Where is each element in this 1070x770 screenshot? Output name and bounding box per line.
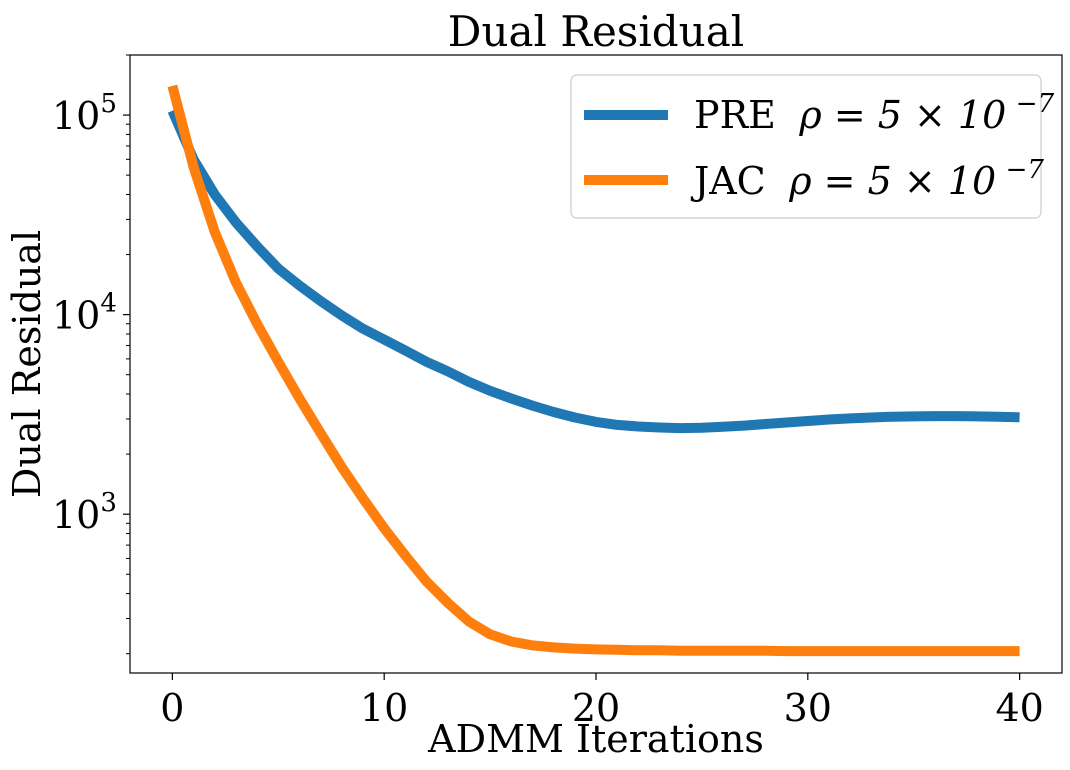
legend-entry-pre: PRE ρ = 5 × 10 −7 bbox=[694, 89, 1055, 137]
x-axis: 0 10 20 30 40 bbox=[160, 673, 1044, 730]
legend-exp-jac: −7 bbox=[1006, 155, 1045, 185]
x-tick-label: 0 bbox=[160, 686, 184, 730]
y-axis: 103 104 105 bbox=[52, 54, 130, 655]
x-tick-label: 40 bbox=[995, 686, 1043, 730]
x-tick-label: 20 bbox=[572, 686, 620, 730]
chart-title: Dual Residual bbox=[448, 7, 744, 56]
y-tick-label: 105 bbox=[52, 89, 117, 138]
y-tick-label: 103 bbox=[52, 488, 117, 537]
legend-math-pre: ρ = 5 × 10 bbox=[798, 93, 1006, 137]
legend-label-jac: JAC bbox=[690, 159, 766, 203]
legend-entry-jac: JAC ρ = 5 × 10 −7 bbox=[690, 155, 1044, 203]
series-layer bbox=[167, 84, 1020, 657]
x-tick-label: 10 bbox=[360, 686, 408, 730]
legend-math-jac: ρ = 5 × 10 bbox=[788, 159, 996, 203]
series-line-jac bbox=[167, 84, 1020, 657]
legend: PRE ρ = 5 × 10 −7 JAC ρ = 5 × 10 −7 bbox=[570, 74, 1055, 219]
series-line-pre bbox=[167, 108, 1020, 434]
legend-label-pre: PRE bbox=[694, 93, 776, 137]
legend-exp-pre: −7 bbox=[1016, 89, 1055, 119]
legend-box bbox=[570, 74, 1042, 219]
y-axis-label: Dual Residual bbox=[5, 230, 49, 498]
y-tick-label: 104 bbox=[52, 289, 117, 338]
x-tick-label: 30 bbox=[784, 686, 832, 730]
x-axis-label: ADMM Iterations bbox=[427, 717, 764, 761]
